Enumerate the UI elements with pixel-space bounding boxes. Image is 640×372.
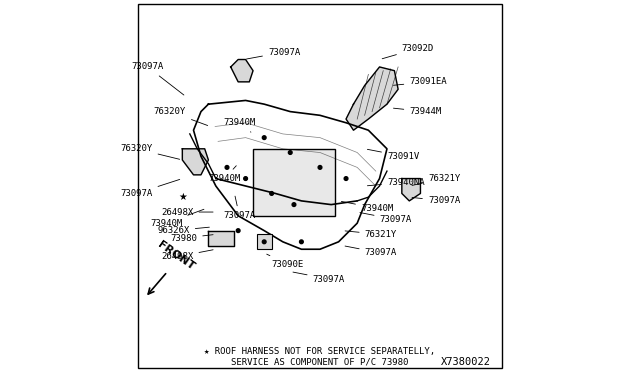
- Text: 26498X: 26498X: [161, 250, 213, 261]
- Text: 73940M: 73940M: [209, 166, 241, 183]
- Text: 73097A: 73097A: [223, 196, 255, 220]
- Text: 73092D: 73092D: [382, 44, 434, 59]
- Circle shape: [244, 177, 248, 180]
- Circle shape: [262, 240, 266, 244]
- Circle shape: [225, 166, 229, 169]
- Circle shape: [318, 166, 322, 169]
- Text: FRONT: FRONT: [156, 239, 196, 272]
- Text: 73940M: 73940M: [150, 209, 204, 228]
- Polygon shape: [209, 231, 234, 246]
- Text: 26498X: 26498X: [161, 208, 213, 217]
- Text: 73097A: 73097A: [131, 62, 184, 95]
- Text: 73940M: 73940M: [223, 118, 255, 132]
- Circle shape: [289, 151, 292, 154]
- Text: 73097A: 73097A: [345, 246, 397, 257]
- Text: 73090E: 73090E: [267, 254, 304, 269]
- Text: 73097A: 73097A: [412, 196, 460, 205]
- Text: 73980: 73980: [170, 234, 213, 243]
- Text: 76320Y: 76320Y: [120, 144, 180, 159]
- Text: 73097A: 73097A: [293, 272, 345, 283]
- Text: 73097A: 73097A: [360, 212, 412, 224]
- Text: 76321Y: 76321Y: [412, 174, 460, 185]
- Text: ★ ROOF HARNESS NOT FOR SERVICE SEPARATELLY,: ★ ROOF HARNESS NOT FOR SERVICE SEPARATEL…: [204, 347, 436, 356]
- Text: X7380022: X7380022: [441, 357, 491, 366]
- Polygon shape: [182, 149, 209, 175]
- Circle shape: [270, 192, 273, 195]
- Text: 73940M: 73940M: [341, 201, 393, 213]
- Text: SERVICE AS COMPONENT OF P/C 73980: SERVICE AS COMPONENT OF P/C 73980: [231, 357, 409, 366]
- Text: 73944M: 73944M: [394, 107, 442, 116]
- Text: 76320Y: 76320Y: [154, 107, 207, 125]
- Text: ★: ★: [178, 192, 187, 202]
- Polygon shape: [346, 67, 398, 130]
- Polygon shape: [402, 179, 420, 201]
- Circle shape: [262, 136, 266, 140]
- FancyBboxPatch shape: [257, 234, 271, 249]
- Text: 73091EA: 73091EA: [394, 77, 447, 86]
- Text: 73097A: 73097A: [120, 179, 180, 198]
- Circle shape: [300, 240, 303, 244]
- Text: 73091V: 73091V: [367, 149, 419, 161]
- Polygon shape: [231, 60, 253, 82]
- Text: 76321Y: 76321Y: [345, 230, 397, 239]
- Circle shape: [236, 229, 240, 232]
- Text: 73940NA: 73940NA: [367, 178, 424, 187]
- FancyBboxPatch shape: [253, 149, 335, 216]
- Text: 96326X: 96326X: [157, 226, 209, 235]
- Circle shape: [292, 203, 296, 206]
- Circle shape: [344, 177, 348, 180]
- Text: 73097A: 73097A: [246, 48, 300, 59]
